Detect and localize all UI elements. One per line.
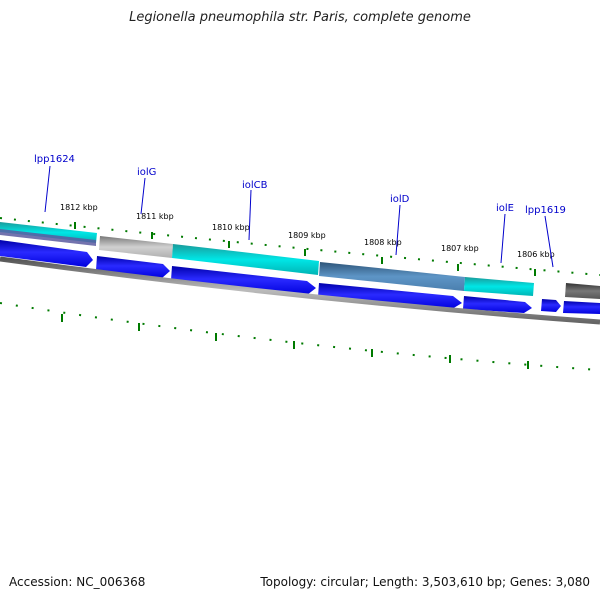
genome-backbone [0,256,600,325]
cog-feature-iolCB[interactable] [172,244,319,275]
cds-arrow-iolG[interactable] [96,256,170,278]
cds-arrow-iolD[interactable] [318,283,462,309]
gene-leader-lines [44,165,554,268]
genome-summary-text: Topology: circular; Length: 3,503,610 bp… [260,575,590,589]
map-title: Legionella pneumophila str. Paris, compl… [129,10,471,25]
accession-text: Accession: NC_006368 [9,575,146,589]
cds-arrow-iolCB[interactable] [171,266,316,295]
cog-feature-lpp1624-inner [0,229,96,246]
gene-label-iolCB[interactable]: iolCB [242,180,268,191]
kbp-label-1808: 1808 kbp [364,238,402,247]
cog-feature-iolE[interactable] [464,277,534,296]
outer-dotted-track [0,217,600,276]
kbp-label-1806: 1806 kbp [517,250,555,259]
cds-arrow-lpp1624[interactable] [0,240,93,267]
scale-ticks [61,222,536,369]
cds-arrow-iolE[interactable] [463,296,532,313]
cog-feature-iolG[interactable] [99,236,173,258]
kbp-label-1811: 1811 kbp [136,212,174,221]
gene-label-lpp1619[interactable]: lpp1619 [525,205,566,216]
gene-label-iolG[interactable]: iolG [137,167,156,178]
cds-arrow-lpp1619[interactable] [563,301,600,314]
kbp-label-1810: 1810 kbp [212,223,250,232]
gene-label-lpp1624[interactable]: lpp1624 [34,154,75,165]
cog-feature-iolD[interactable] [319,262,465,291]
cog-feature-lpp1619[interactable] [565,283,600,299]
cds-arrow-small[interactable] [541,299,561,312]
kbp-label-1809: 1809 kbp [288,231,326,240]
kbp-label-1807: 1807 kbp [441,244,479,253]
kbp-label-1812: 1812 kbp [60,203,98,212]
gene-label-iolD[interactable]: iolD [390,194,410,205]
gene-label-iolE[interactable]: iolE [496,203,514,214]
